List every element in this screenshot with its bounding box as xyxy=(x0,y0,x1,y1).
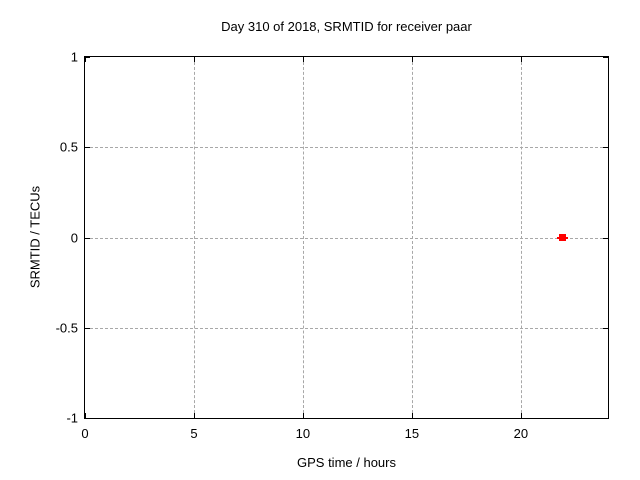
y-tick-left xyxy=(85,57,90,58)
y-gridline xyxy=(85,147,608,148)
y-tick-right xyxy=(603,238,608,239)
x-gridline xyxy=(303,57,304,418)
data-point-marker xyxy=(559,234,566,241)
x-tick-bottom xyxy=(521,413,522,418)
x-gridline xyxy=(412,57,413,418)
x-tick-label: 20 xyxy=(513,426,529,441)
y-tick-left xyxy=(85,238,90,239)
plot-area xyxy=(84,56,609,419)
y-gridline xyxy=(85,238,608,239)
x-gridline xyxy=(521,57,522,418)
x-tick-bottom xyxy=(194,413,195,418)
y-tick-right xyxy=(603,147,608,148)
x-tick-top xyxy=(412,57,413,62)
x-tick-label: 15 xyxy=(404,426,420,441)
x-tick-top xyxy=(521,57,522,62)
y-tick-left xyxy=(85,147,90,148)
y-gridline xyxy=(85,328,608,329)
y-tick-left xyxy=(85,418,90,419)
y-tick-left xyxy=(85,328,90,329)
y-tick-label: 0 xyxy=(70,230,78,245)
y-tick-right xyxy=(603,57,608,58)
x-tick-label: 10 xyxy=(295,426,311,441)
x-tick-bottom xyxy=(412,413,413,418)
x-tick-top xyxy=(194,57,195,62)
x-tick-label: 5 xyxy=(190,426,198,441)
y-tick-label: -1 xyxy=(66,410,78,426)
chart-title: Day 310 of 2018, SRMTID for receiver paa… xyxy=(221,19,472,34)
y-tick-label: 1 xyxy=(70,49,78,65)
y-tick-right xyxy=(603,328,608,329)
y-tick-label: -0.5 xyxy=(55,320,78,336)
x-tick-bottom xyxy=(303,413,304,418)
x-gridline xyxy=(194,57,195,418)
y-tick-right xyxy=(603,418,608,419)
x-axis-label: GPS time / hours xyxy=(297,455,396,470)
y-tick-label: 0.5 xyxy=(59,139,78,155)
x-tick-label: 0 xyxy=(81,426,89,441)
x-tick-bottom xyxy=(85,413,86,418)
x-tick-top xyxy=(303,57,304,62)
x-tick-top xyxy=(85,57,86,62)
